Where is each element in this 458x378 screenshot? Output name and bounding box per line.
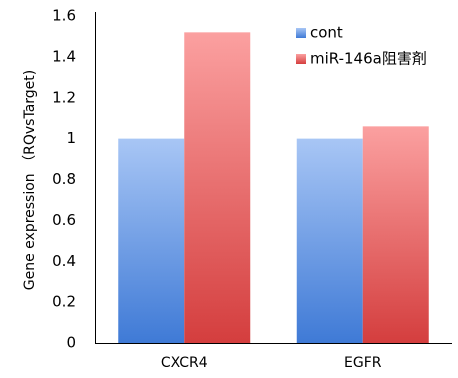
y-tick-label: 1.4 <box>52 47 76 65</box>
y-axis-title-group: Gene expression （RQvsTarget) <box>22 70 38 290</box>
y-axis-title: Gene expression （RQvsTarget) <box>22 70 38 290</box>
y-tick-label: 0.8 <box>52 170 76 188</box>
legend: cont miR-146a阻害剤 <box>296 24 427 68</box>
bar-egfr-series-0 <box>296 138 363 343</box>
y-tick-label: 0.2 <box>52 293 76 311</box>
legend-label: miR-146a阻害剤 <box>310 50 427 68</box>
legend-label: cont <box>310 24 343 42</box>
y-tick-label: 1.2 <box>52 88 76 106</box>
y-tick-label: 0.4 <box>52 252 76 270</box>
x-tick-labels: CXCR4 EGFR <box>161 355 382 371</box>
bar-cxcr4-series-1 <box>184 32 251 343</box>
legend-swatch <box>296 54 306 64</box>
bars <box>118 32 429 343</box>
y-tick-labels: 0 0.2 0.4 0.6 0.8 1 1.2 1.4 1.6 <box>52 7 76 352</box>
y-tick-label: 1.6 <box>52 7 76 25</box>
x-tick-label: CXCR4 <box>161 355 208 371</box>
y-tick-label: 0.6 <box>52 211 76 229</box>
bar-egfr-series-1 <box>362 126 429 343</box>
x-tick-label: EGFR <box>344 355 382 371</box>
y-tick-label: 1 <box>66 129 76 147</box>
y-tick-label: 0 <box>66 334 76 352</box>
bar-cxcr4-series-0 <box>118 138 185 343</box>
legend-swatch <box>296 28 306 38</box>
